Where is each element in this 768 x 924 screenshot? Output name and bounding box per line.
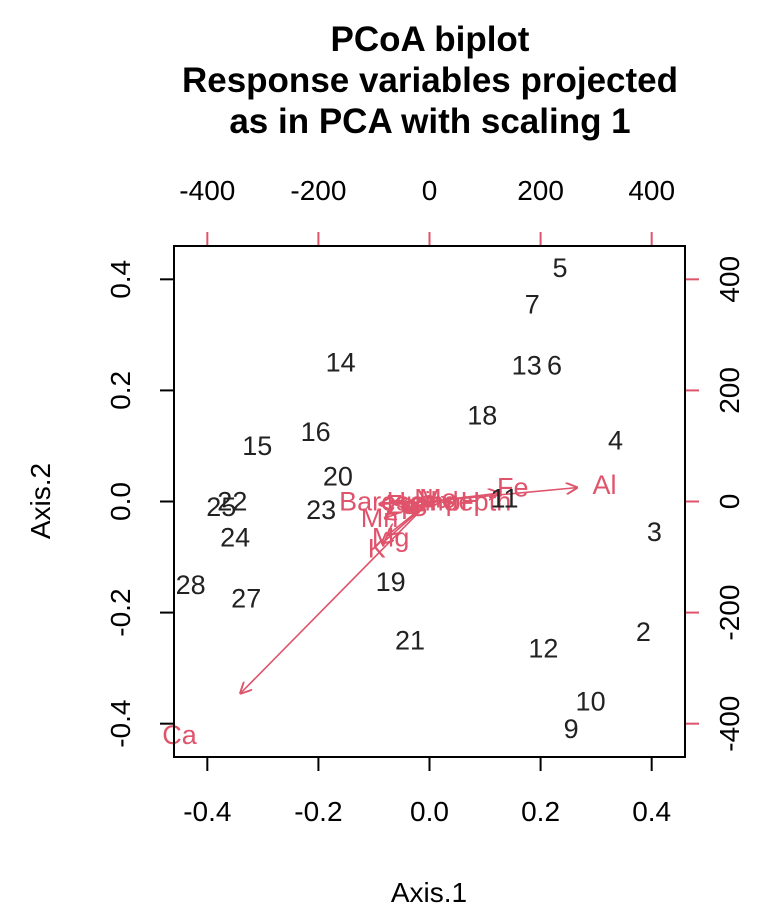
site-label: 10 bbox=[576, 686, 606, 716]
site-label: 19 bbox=[376, 567, 406, 597]
site-label: 6 bbox=[547, 350, 562, 380]
x-tick-label: 0.0 bbox=[410, 796, 449, 827]
site-label: 18 bbox=[467, 400, 497, 430]
variable-label: Zn bbox=[386, 489, 418, 519]
right-tick-label: 200 bbox=[714, 367, 745, 414]
right-tick-label: 0 bbox=[714, 494, 745, 510]
site-label: 22 bbox=[217, 487, 247, 517]
y-tick-label: -0.2 bbox=[105, 588, 136, 636]
variable-label: Fe bbox=[497, 473, 529, 503]
site-label: 14 bbox=[326, 348, 356, 378]
variable-arrow bbox=[429, 502, 452, 503]
variable-label: Mg bbox=[372, 523, 410, 553]
plot-frame bbox=[173, 245, 686, 758]
site-label: 21 bbox=[395, 625, 425, 655]
variable-label: Baresoil bbox=[339, 487, 437, 517]
x-tick-label: 0.2 bbox=[521, 796, 560, 827]
site-label: 9 bbox=[564, 714, 579, 744]
site-label: 5 bbox=[553, 253, 568, 283]
site-label: 24 bbox=[220, 523, 250, 553]
variable-label: Al bbox=[592, 470, 616, 500]
y-tick-label: 0.0 bbox=[105, 482, 136, 521]
site-label: 16 bbox=[301, 417, 331, 447]
right-tick-label: 400 bbox=[714, 256, 745, 303]
top-tick-label: 200 bbox=[517, 175, 564, 206]
site-label: 3 bbox=[647, 517, 662, 547]
site-label: 20 bbox=[323, 462, 353, 492]
chart-title-line-1: PCoA biplot bbox=[330, 20, 530, 59]
variable-label: Mo bbox=[419, 484, 457, 514]
site-label: 27 bbox=[231, 584, 261, 614]
top-tick-label: 400 bbox=[628, 175, 675, 206]
y-tick-label: 0.2 bbox=[105, 371, 136, 410]
variable-label: Ca bbox=[162, 720, 197, 750]
variable-label: Mn bbox=[361, 503, 399, 533]
x-tick-label: -0.4 bbox=[183, 796, 231, 827]
site-label: 25 bbox=[206, 492, 236, 522]
top-tick-label: -400 bbox=[179, 175, 235, 206]
variable-label: pH bbox=[446, 487, 481, 517]
site-label: 23 bbox=[306, 495, 336, 525]
x-axis-label: Axis.1 bbox=[391, 877, 467, 908]
variable-label: K bbox=[368, 534, 386, 564]
x-tick-label: 0.4 bbox=[632, 796, 671, 827]
y-tick-label: 0.4 bbox=[105, 260, 136, 299]
site-label: 2 bbox=[636, 617, 651, 647]
site-label: 12 bbox=[528, 634, 558, 664]
x-tick-label: -0.2 bbox=[294, 796, 342, 827]
site-label: 11 bbox=[490, 484, 518, 514]
chart-title-line-3: as in PCA with scaling 1 bbox=[229, 102, 631, 141]
variable-label: S bbox=[409, 492, 427, 522]
top-tick-label: -200 bbox=[290, 175, 346, 206]
chart-title-line-2: Response variables projected bbox=[181, 61, 679, 100]
variable-label: Humdepth bbox=[387, 487, 512, 517]
site-label: 7 bbox=[525, 289, 540, 319]
variable-label: N bbox=[414, 484, 434, 514]
site-label: 13 bbox=[512, 350, 542, 380]
site-label: 15 bbox=[242, 431, 272, 461]
variable-label: P bbox=[401, 495, 419, 525]
site-label: 28 bbox=[176, 570, 206, 600]
y-axis-label: Axis.2 bbox=[25, 463, 56, 539]
site-label: 4 bbox=[608, 425, 623, 455]
y-tick-label: -0.4 bbox=[105, 700, 136, 748]
right-tick-label: -200 bbox=[714, 585, 745, 641]
right-tick-label: -400 bbox=[714, 696, 745, 752]
top-tick-label: 0 bbox=[422, 175, 438, 206]
